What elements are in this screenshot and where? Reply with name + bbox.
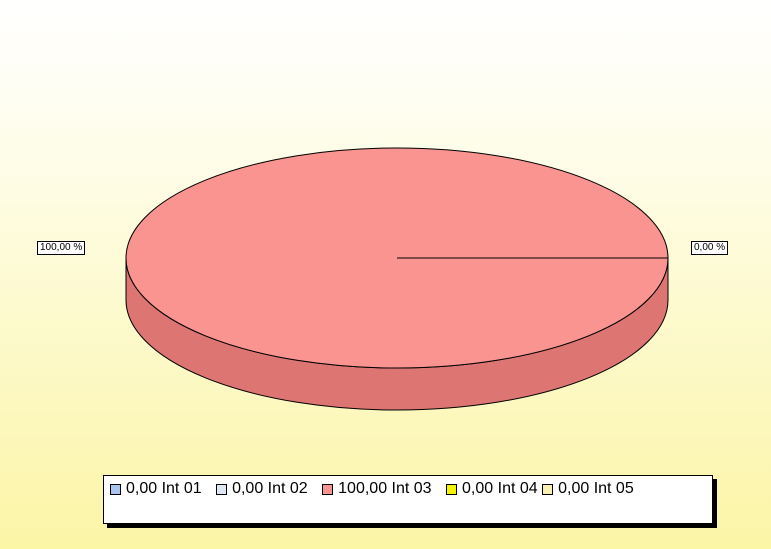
legend-swatch-int-04 (446, 483, 458, 495)
legend-label-int-02: 0,00 Int 02 (232, 480, 308, 497)
legend-swatch-int-05 (542, 483, 554, 495)
legend-item-int-03: 100,00 Int 03 (322, 478, 432, 500)
legend-item-int-04: 0,00 Int 04 (446, 478, 538, 500)
legend-label-int-03: 100,00 Int 03 (338, 480, 432, 497)
legend: 0,00 Int 01 0,00 Int 02 100,00 Int 03 0,… (103, 475, 713, 524)
legend-item-int-02: 0,00 Int 02 (216, 478, 308, 500)
legend-item-int-01: 0,00 Int 01 (110, 478, 202, 500)
legend-label-int-04: 0,00 Int 04 (462, 480, 538, 497)
data-label-int-03: 100,00 % (37, 241, 86, 255)
legend-item-int-05: 0,00 Int 05 (542, 478, 634, 500)
legend-swatch-int-03 (322, 483, 334, 495)
legend-swatch-int-02 (216, 483, 228, 495)
data-label-zero: 0,00 % (691, 241, 729, 255)
legend-label-int-05: 0,00 Int 05 (558, 480, 634, 497)
legend-label-int-01: 0,00 Int 01 (126, 480, 202, 497)
legend-swatch-int-01 (110, 483, 121, 495)
